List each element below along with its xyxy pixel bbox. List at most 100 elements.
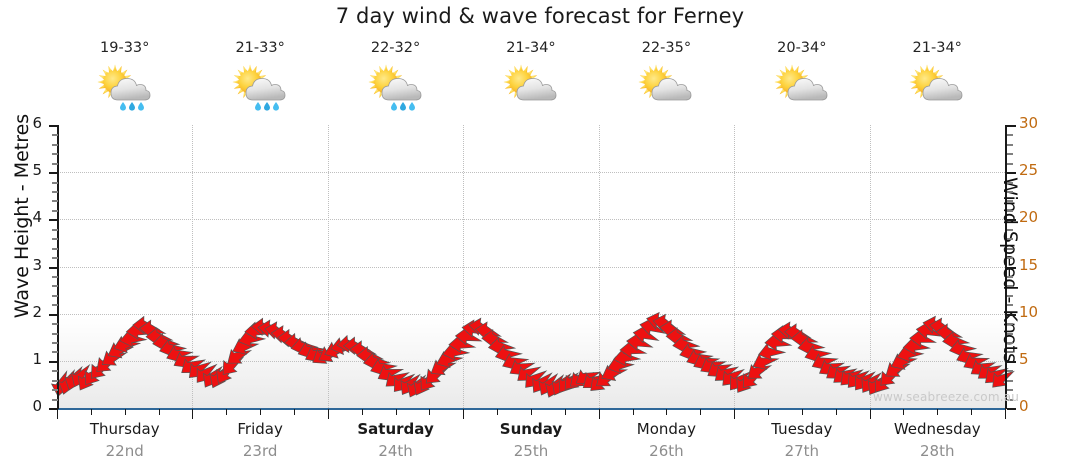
left-axis-label: 3 bbox=[32, 255, 42, 274]
day-header-friday: 21-33° bbox=[192, 38, 327, 126]
left-axis-tick-minor bbox=[52, 332, 58, 335]
right-axis-tick-major bbox=[1007, 266, 1016, 269]
left-axis-label: 1 bbox=[32, 349, 42, 368]
raindrop-icon bbox=[137, 102, 144, 111]
left-axis-tick-minor bbox=[52, 228, 58, 231]
temperature-range: 20-34° bbox=[777, 40, 827, 56]
right-axis-label: 10 bbox=[1019, 302, 1039, 321]
left-axis-tick-minor bbox=[52, 275, 58, 278]
day-date: 26th bbox=[649, 442, 684, 460]
day-date: 27th bbox=[784, 442, 820, 460]
raindrop-icon bbox=[390, 102, 397, 111]
sun-cloud-icon bbox=[909, 64, 963, 101]
right-axis-tick-minor bbox=[1007, 181, 1013, 184]
gridline-horizontal bbox=[57, 219, 1005, 221]
sun-cloud-icon bbox=[503, 64, 557, 101]
left-axis-tick-minor bbox=[52, 323, 58, 326]
left-axis-tick-minor bbox=[52, 341, 58, 344]
left-axis-tick-minor bbox=[52, 200, 58, 203]
watermark: www.seabreeze.com.au bbox=[873, 390, 1020, 404]
day-footer-saturday: Saturday 24th bbox=[328, 418, 463, 462]
right-axis-tick-minor bbox=[1007, 257, 1013, 260]
day-name: Saturday bbox=[357, 420, 434, 438]
left-axis-tick-minor bbox=[52, 134, 58, 137]
left-axis-tick-minor bbox=[52, 162, 58, 165]
left-axis-tick-minor bbox=[52, 294, 58, 297]
right-axis-label: 5 bbox=[1019, 349, 1029, 368]
x-axis-tick-hour bbox=[158, 409, 160, 415]
left-axis-tick-major bbox=[49, 313, 58, 316]
right-axis-tick-minor bbox=[1007, 238, 1013, 241]
wind-arrow bbox=[619, 340, 648, 359]
right-axis-tick-minor bbox=[1007, 275, 1013, 278]
left-axis-label: 2 bbox=[32, 302, 42, 321]
gridline-horizontal bbox=[57, 313, 1005, 315]
x-axis-tick-hour bbox=[801, 409, 803, 415]
temperature-range: 19-33° bbox=[100, 40, 150, 56]
day-name: Sunday bbox=[499, 420, 563, 438]
day-header-saturday: 22-32° bbox=[328, 38, 463, 126]
right-axis-tick-minor bbox=[1007, 134, 1013, 137]
left-axis-label: 0 bbox=[32, 397, 42, 415]
right-axis-tick-minor bbox=[1007, 323, 1013, 326]
left-axis-label: 5 bbox=[32, 161, 42, 180]
cloud-icon bbox=[245, 78, 286, 101]
x-axis-tick-day bbox=[192, 409, 194, 419]
gridline-horizontal bbox=[57, 360, 1005, 362]
wind-arrow bbox=[613, 348, 642, 367]
right-axis-label: 20 bbox=[1019, 208, 1039, 227]
day-date: 25th bbox=[513, 442, 549, 460]
x-axis-tick-day bbox=[734, 409, 736, 419]
temperature-range: 21-33° bbox=[235, 40, 285, 56]
x-axis-tick-day bbox=[57, 409, 58, 419]
cloud-icon bbox=[922, 78, 963, 101]
left-axis-tick-major bbox=[49, 219, 58, 222]
right-axis-tick-minor bbox=[1007, 200, 1013, 203]
wind-arrow bbox=[448, 334, 477, 354]
right-axis-label: 15 bbox=[1019, 255, 1039, 274]
day-header-row: 19-33° 21-33° 22-32° 21-34° 22-35° 20-34° 21-3… bbox=[57, 38, 1005, 126]
right-axis-tick-minor bbox=[1007, 162, 1013, 165]
right-axis-line bbox=[1005, 125, 1007, 409]
raindrop-icon bbox=[255, 102, 262, 111]
x-axis-tick-hour bbox=[700, 409, 702, 415]
x-axis-tick-day bbox=[869, 409, 871, 419]
left-axis-label: 4 bbox=[32, 208, 42, 227]
left-axis-tick-minor bbox=[52, 209, 58, 212]
wind-arrow bbox=[942, 331, 971, 350]
left-axis-tick-minor bbox=[52, 143, 58, 146]
left-axis-tick-major bbox=[49, 408, 58, 410]
right-axis-tick-minor bbox=[1007, 370, 1013, 373]
day-date: 28th bbox=[920, 442, 955, 460]
left-axis-tick-minor bbox=[52, 247, 58, 250]
right-axis-tick-minor bbox=[1007, 143, 1013, 146]
left-axis-label: 6 bbox=[32, 114, 42, 132]
gridline-day-divider bbox=[327, 125, 329, 408]
day-footer-row: Thursday 22nd Friday 23rd Saturday 24th Sunday… bbox=[57, 418, 1005, 462]
day-footer-wednesday: Wednesday 28th bbox=[870, 418, 1005, 462]
right-axis-tick-minor bbox=[1007, 153, 1013, 156]
left-axis-tick-major bbox=[49, 125, 58, 127]
temperature-range: 22-35° bbox=[641, 40, 692, 56]
wind-arrow bbox=[764, 332, 793, 352]
x-axis-tick-hour bbox=[294, 409, 295, 415]
right-axis-tick-minor bbox=[1007, 285, 1013, 288]
weather-icon-wrapper bbox=[223, 62, 297, 112]
left-axis-tick-minor bbox=[52, 238, 58, 241]
wind-arrow bbox=[442, 342, 471, 361]
right-axis-label: 25 bbox=[1019, 161, 1039, 180]
plot-area bbox=[50, 125, 1015, 408]
right-axis-tick-major bbox=[1007, 360, 1016, 363]
right-axis-tick-minor bbox=[1007, 247, 1013, 250]
x-axis-tick-hour bbox=[971, 409, 973, 415]
wind-arrow bbox=[992, 370, 1015, 388]
day-header-wednesday: 21-34° bbox=[870, 38, 1005, 126]
day-date: 24th bbox=[378, 442, 413, 460]
cloud-icon bbox=[651, 78, 692, 101]
x-axis-tick-hour bbox=[90, 409, 92, 415]
left-axis-tick-minor bbox=[52, 304, 58, 307]
left-axis-tick-major bbox=[49, 360, 58, 363]
left-axis-tick-minor bbox=[52, 389, 58, 392]
right-axis-label: 30 bbox=[1019, 114, 1039, 132]
raindrop-icon bbox=[119, 102, 126, 111]
